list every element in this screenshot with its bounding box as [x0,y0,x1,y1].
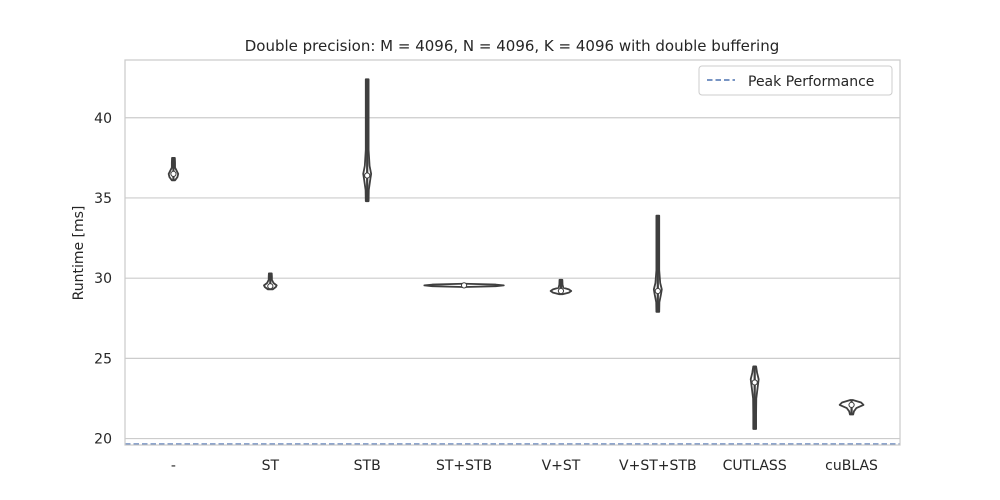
grid-lines [125,117,900,440]
violin-median-marker [654,287,661,295]
y-tick-label: 35 [94,191,112,207]
y-tick-labels: 20 25 30 35 40 [94,111,112,448]
plot-frame [124,59,901,446]
violin-median-marker [364,172,371,179]
violin-median-marker [751,379,758,386]
y-tick-label: 20 [94,432,112,448]
x-tick-label: CUTLASS [723,458,787,474]
chart-title: Double precision: M = 4096, N = 4096, K … [245,37,780,55]
y-tick-label: 40 [94,111,112,127]
x-tick-label: cuBLAS [825,458,878,474]
violins [167,78,865,430]
x-tick-labels: - ST STB ST+STB V+ST V+ST+STB CUTLASS cuBLAS [171,458,878,474]
x-tick-label: ST [262,458,280,474]
violin-median-marker [460,282,468,289]
violin-median-marker [267,283,274,290]
legend: Peak Performance [698,65,893,96]
x-tick-label: V+ST [542,458,581,474]
y-tick-label: 25 [94,351,112,367]
x-tick-label: STB [354,458,381,474]
violin-median-marker [848,401,855,408]
x-tick-label: ST+STB [436,458,492,474]
x-tick-label: - [171,458,176,474]
y-axis-label: Runtime [ms] [71,206,87,301]
violin-median-marker [170,170,177,177]
violin-median-marker [557,287,565,295]
legend-box [698,65,893,96]
y-tick-label: 30 [94,271,112,287]
legend-label-peak-performance: Peak Performance [748,74,874,90]
x-tick-label: V+ST+STB [619,458,697,474]
